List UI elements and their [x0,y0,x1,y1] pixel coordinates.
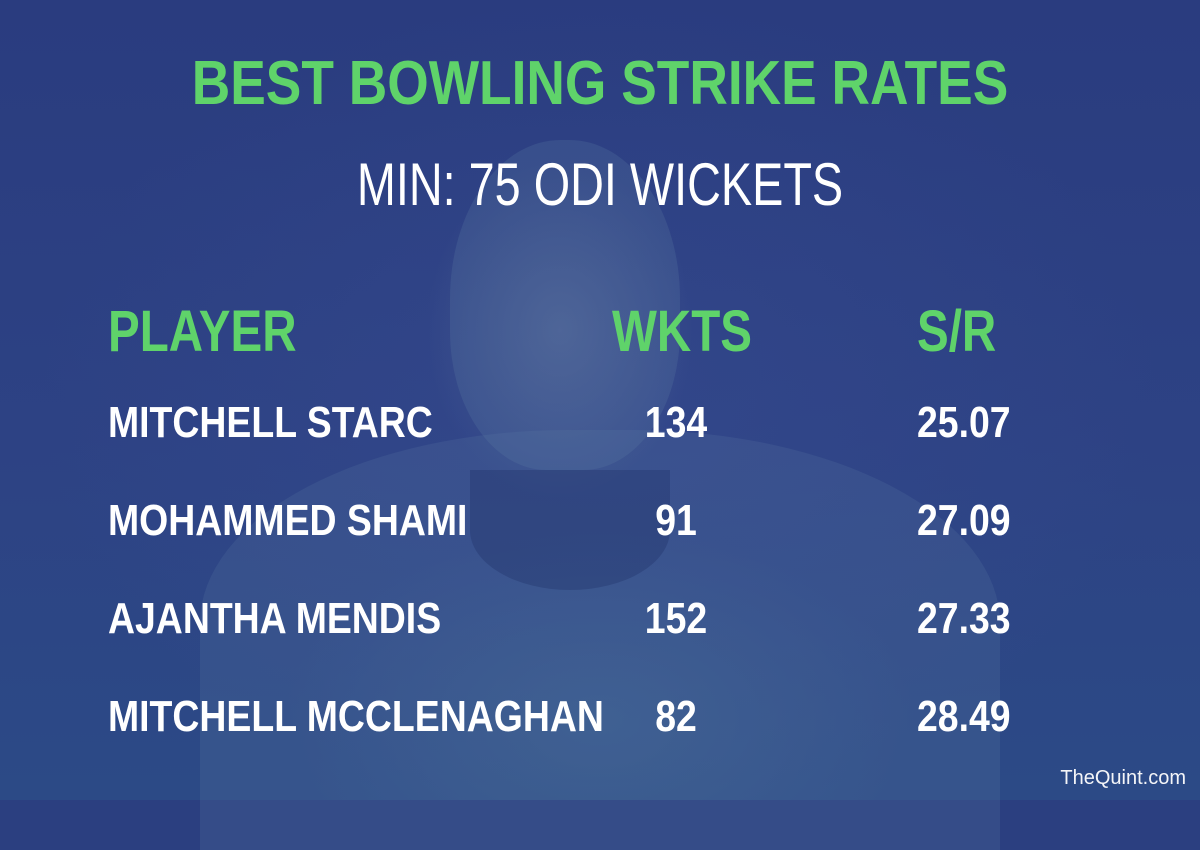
player-photo-collar [470,470,670,590]
table-row-sr: 27.33 [917,594,1011,643]
chart-subtitle: MIN: 75 ODI WICKETS [356,151,844,218]
chart-title: BEST BOWLING STRIKE RATES [191,49,1009,118]
table-row-player: AJANTHA MENDIS [108,594,442,643]
header-wkts: WKTS [612,299,753,364]
table-row-sr: 28.49 [917,692,1011,741]
table-row-player: MOHAMMED SHAMI [108,496,468,545]
header-sr: S/R [917,299,997,364]
table-row-wkts: 82 [655,692,697,741]
table-row-player: MITCHELL STARC [108,398,433,447]
table-row-sr: 25.07 [917,398,1011,447]
table-row-player: MITCHELL MCCLENAGHAN [108,692,604,741]
brand-watermark: TheQuint.com [1060,767,1186,789]
player-photo-head [450,140,680,470]
header-player: PLAYER [108,299,297,364]
table-row-wkts: 91 [655,496,697,545]
background-photo [0,0,1200,800]
table-row-wkts: 152 [644,594,708,643]
player-photo-torso [200,430,1000,850]
table-row-wkts: 134 [644,398,708,447]
table-row-sr: 27.09 [917,496,1011,545]
